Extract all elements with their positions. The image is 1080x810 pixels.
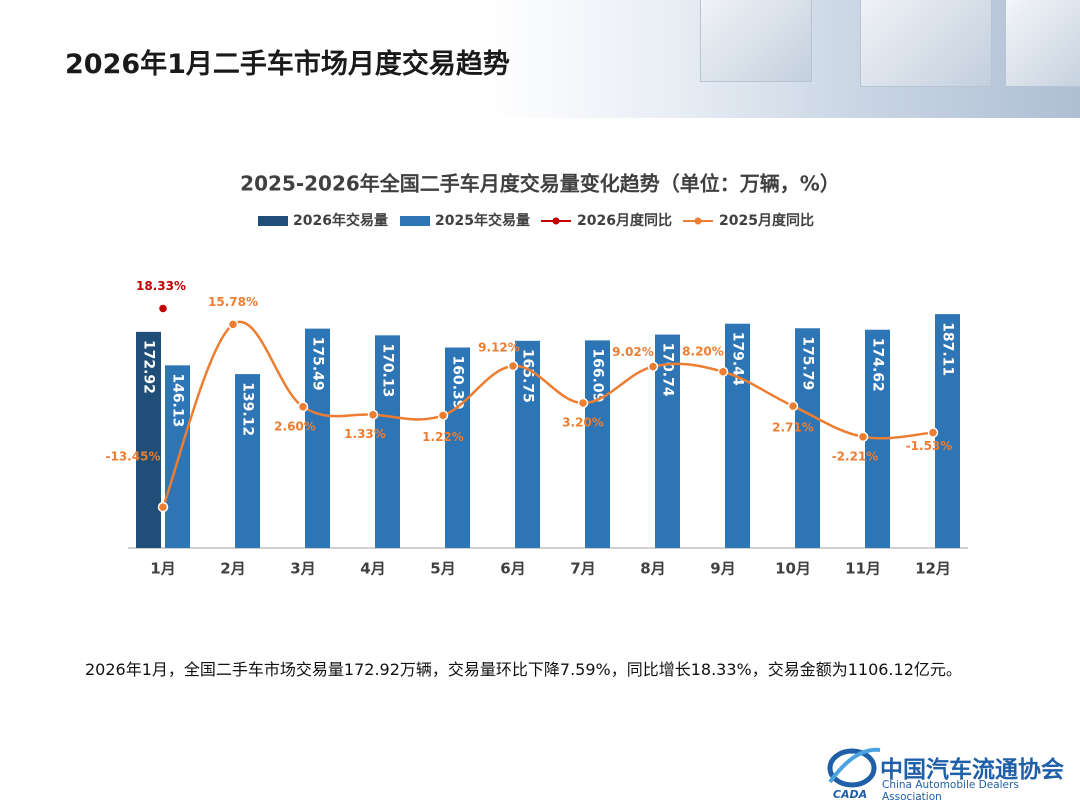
bar xyxy=(655,334,680,548)
chart-title: 2025-2026年全国二手车月度交易量变化趋势（单位：万辆，%） xyxy=(240,172,840,196)
logo-mark: CADA xyxy=(827,747,881,801)
point-value-label: -1.53% xyxy=(906,439,953,453)
point-value-label: 1.33% xyxy=(344,427,386,441)
logo-name: 中国汽车流通协会 xyxy=(880,757,1064,783)
point-value-label: -13.45% xyxy=(106,450,161,464)
point-value-label: 9.02% xyxy=(612,345,654,359)
logo-english: China Automobile Dealers Association xyxy=(882,779,1019,803)
bar xyxy=(795,328,820,548)
logo-abbr: CADA xyxy=(833,788,867,801)
line-point xyxy=(507,360,519,372)
bar-value-label: 170.74 xyxy=(660,343,676,397)
line-point xyxy=(577,397,589,409)
legend-label: 2025年交易量 xyxy=(435,212,530,229)
point-value-label: 18.33% xyxy=(136,279,186,293)
line-point xyxy=(437,410,449,421)
bar xyxy=(445,347,470,548)
bar xyxy=(136,331,161,548)
bar-value-label: 165.75 xyxy=(520,349,536,403)
x-tick-label: 7月 xyxy=(570,560,595,578)
x-tick-label: 10月 xyxy=(775,560,811,578)
bar-value-label: 179.44 xyxy=(730,332,746,386)
point-value-label: 2.60% xyxy=(274,419,316,433)
line-point xyxy=(647,361,659,372)
bar xyxy=(235,374,260,548)
point-value-label: 1.22% xyxy=(422,430,464,444)
x-tick-label: 8月 xyxy=(640,560,665,578)
bar-value-label: 187.11 xyxy=(940,322,956,376)
line-point xyxy=(717,366,729,377)
x-tick-label: 3月 xyxy=(290,560,315,578)
line-point xyxy=(227,319,239,330)
bar xyxy=(935,314,960,548)
bar-value-label: 160.39 xyxy=(450,356,466,410)
x-tick-label: 6月 xyxy=(500,560,525,578)
bar xyxy=(305,328,330,548)
bar-value-label: 175.79 xyxy=(800,336,816,390)
x-tick-label: 5月 xyxy=(430,560,455,578)
point-value-label: -2.21% xyxy=(832,449,879,463)
bar-value-label: 139.12 xyxy=(240,382,256,436)
x-tick-label: 1月 xyxy=(150,560,175,578)
chart: 2025-2026年全国二手车月度交易量变化趋势（单位：万辆，%） 1月 2月 3月… xyxy=(106,172,968,578)
decor-cube xyxy=(700,0,812,82)
page-title: 2026年1月二手车市场月度交易趋势 xyxy=(65,49,510,80)
legend-label: 2026年交易量 xyxy=(293,212,388,229)
bar-value-label: 166.09 xyxy=(590,348,606,402)
logo-swirl xyxy=(827,748,877,788)
x-tick-label: 12月 xyxy=(915,560,951,578)
header-banner xyxy=(0,0,1080,118)
line-point xyxy=(157,303,169,314)
line-point xyxy=(787,400,799,412)
legend-label: 2026月度同比 xyxy=(577,212,672,229)
bar-value-label: 174.62 xyxy=(870,338,886,392)
bar xyxy=(375,335,400,548)
legend-label: 2025月度同比 xyxy=(719,212,814,229)
bar-value-label: 172.92 xyxy=(141,340,157,394)
bar-value-label: 170.13 xyxy=(380,343,396,397)
legend-swatch-dot xyxy=(694,217,702,225)
point-value-label: 9.12% xyxy=(478,341,520,355)
legend-swatch-dot xyxy=(552,217,560,225)
point-value-label: 3.20% xyxy=(562,416,604,430)
decor-cube xyxy=(1005,0,1080,87)
x-tick-label: 9月 xyxy=(710,560,735,578)
point-value-label: 8.20% xyxy=(682,344,724,358)
logo-swoosh xyxy=(828,747,881,784)
line-point xyxy=(857,431,869,443)
summary-text: 2026年1月，全国二手车市场交易量172.92万辆，交易量环比下降7.59%，… xyxy=(85,660,962,679)
line-point xyxy=(927,427,939,438)
line-point xyxy=(297,401,309,412)
x-tick-label: 11月 xyxy=(845,560,881,578)
point-value-label: 15.78% xyxy=(208,295,258,309)
line-point xyxy=(367,409,379,420)
bar-value-label: 175.49 xyxy=(310,337,326,391)
point-value-label: 2.71% xyxy=(772,421,814,435)
bar-value-label: 146.13 xyxy=(170,373,186,427)
x-tick-label: 2月 xyxy=(220,560,245,578)
decor-cube xyxy=(860,0,992,87)
x-tick-label: 4月 xyxy=(360,560,385,578)
line-point xyxy=(157,501,169,513)
bar xyxy=(725,323,750,548)
bar xyxy=(165,365,190,548)
bar xyxy=(585,340,610,548)
legend-swatch xyxy=(400,216,430,226)
legend-swatch xyxy=(258,216,288,226)
